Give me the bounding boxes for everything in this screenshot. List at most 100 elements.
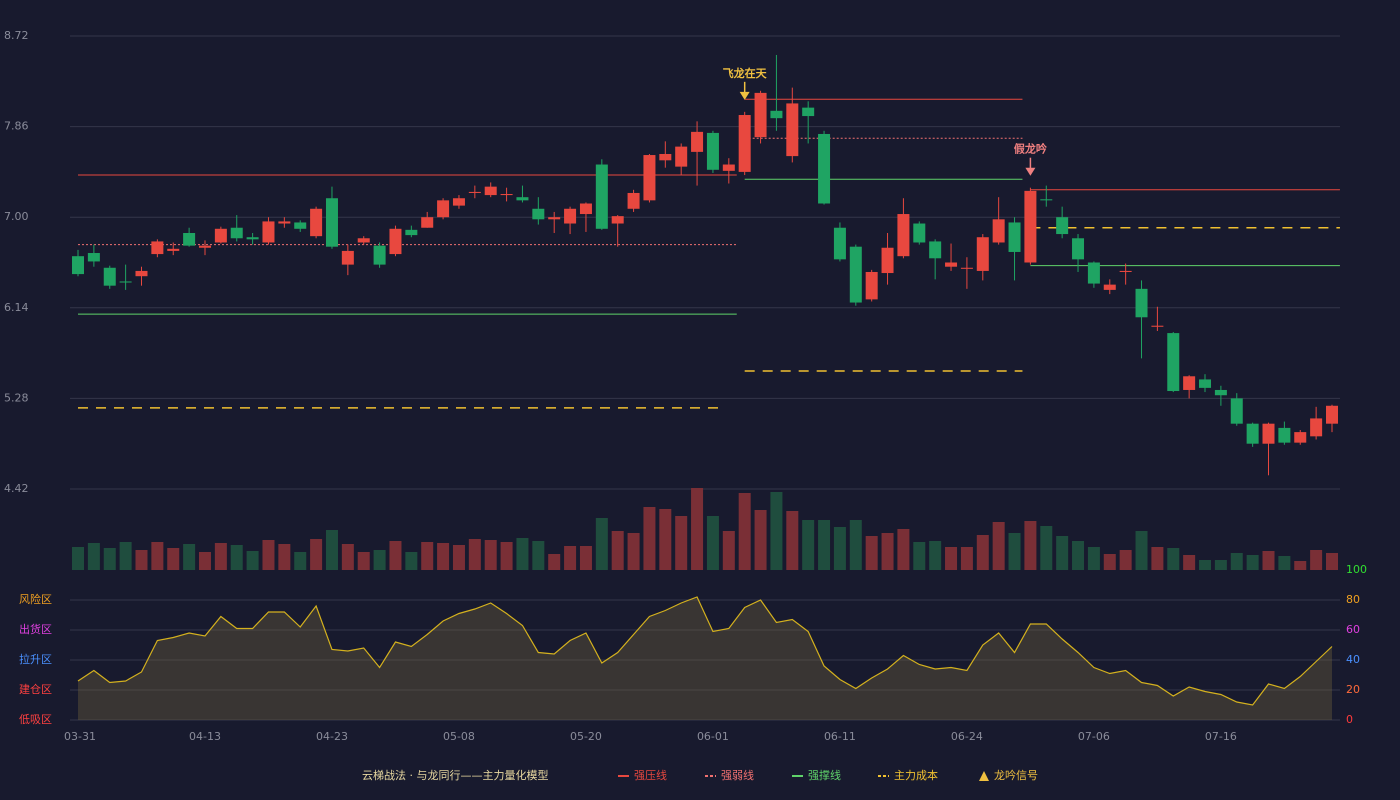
candle-body [1072,238,1085,260]
x-tick-label: 07-16 [1205,730,1237,743]
volume-bar [1230,553,1243,570]
signal-arrow-head [1025,167,1036,176]
candle-body [452,198,465,206]
y2-tick-label: 80 [1346,593,1360,606]
volume-bar [72,547,84,570]
candle-body [579,203,592,215]
candle-body [1199,379,1212,388]
candle-body [849,246,862,303]
volume-bar [278,544,291,570]
volume-bar [913,542,926,570]
candle-body [786,103,799,157]
candle-body [675,146,688,167]
volume-bar [1167,548,1180,570]
volume-bar [1119,550,1132,570]
x-tick-label: 04-13 [189,730,221,743]
x-tick-label: 05-20 [570,730,602,743]
volume-bar [1262,551,1275,570]
candle-body [738,115,751,172]
candle-body [484,186,497,196]
candle-body [865,271,878,300]
volume-bar [579,546,592,570]
volume-bar [1246,555,1259,570]
zone-label: 拉升区 [19,652,52,666]
legend-title: 云梯战法 · 与龙同行——主力量化模型 [362,768,549,782]
candle-body [1183,376,1196,390]
volume-bar [341,544,354,570]
candle-body [389,228,402,255]
volume-bar [881,533,894,570]
volume-bar [754,510,767,570]
volume-bar [643,507,656,570]
volume-bar [500,542,513,570]
volume-bar [770,492,783,570]
volume-bar [246,551,259,570]
candle-body [1087,262,1100,284]
candle-body [325,198,338,247]
volume-bar [1008,533,1021,570]
candle-body [500,194,513,196]
candle-body [960,267,973,269]
candle-body [881,247,894,274]
candle-body [706,132,719,170]
indicator-line [77,596,1333,706]
volume-bar [1087,547,1100,570]
volume-bar [1326,553,1338,570]
volume-bar [87,543,100,570]
candle-body [833,227,846,260]
candle-body [167,248,180,251]
volume-bar [945,547,958,570]
volume-bar [437,543,450,570]
volume-bar [119,542,132,570]
volume-bar [357,552,370,570]
volume-bar [1056,536,1069,570]
x-tick-label: 06-01 [697,730,729,743]
volume-bar [516,538,529,570]
volume-bar [1024,521,1037,570]
volume-bar [802,520,815,570]
candle-body [1040,199,1053,201]
volume-bar [865,536,878,570]
candle-body [1294,432,1307,443]
volume-bar [198,552,211,570]
candle-body [532,208,545,220]
volume-bar [786,511,799,570]
volume-bar [833,527,846,570]
volume-bar [595,518,608,570]
candle-body [294,222,307,229]
x-tick-label: 05-08 [443,730,475,743]
candle-body [1278,427,1291,443]
candle-body [468,191,481,193]
candle-body [1246,423,1259,444]
candle-body [754,92,767,138]
zone-label: 风险区 [19,592,52,606]
candle-body [310,208,323,237]
y-tick-label: 5.28 [4,391,29,404]
volume-bar [421,542,434,570]
candle-body [230,227,243,239]
x-tick-label: 06-24 [951,730,983,743]
volume-bar [897,529,910,570]
candle-body [595,164,608,229]
volume-bar [262,540,275,570]
volume-bar [976,535,989,570]
signal-arrow-head [739,91,750,100]
y2-tick-label: 40 [1346,653,1360,666]
volume-bar [1183,555,1196,570]
candle-body [1167,333,1180,392]
candle-body [1024,190,1037,263]
legend-label: 龙吟信号 [994,768,1038,782]
volume-bar [532,541,545,570]
signal-label: 假龙吟 [1014,142,1047,156]
indicator-area [78,597,1332,720]
y-tick-label: 4.42 [4,482,29,495]
candle-body [1310,418,1323,437]
candle-body [437,200,450,218]
volume-bar [706,516,719,570]
y-tick-label: 7.00 [4,210,29,223]
candle-body [611,216,624,224]
candle-body [722,164,735,171]
volume-bar [1040,526,1053,570]
volume-bar [691,488,704,570]
volume-bar [1214,560,1227,570]
